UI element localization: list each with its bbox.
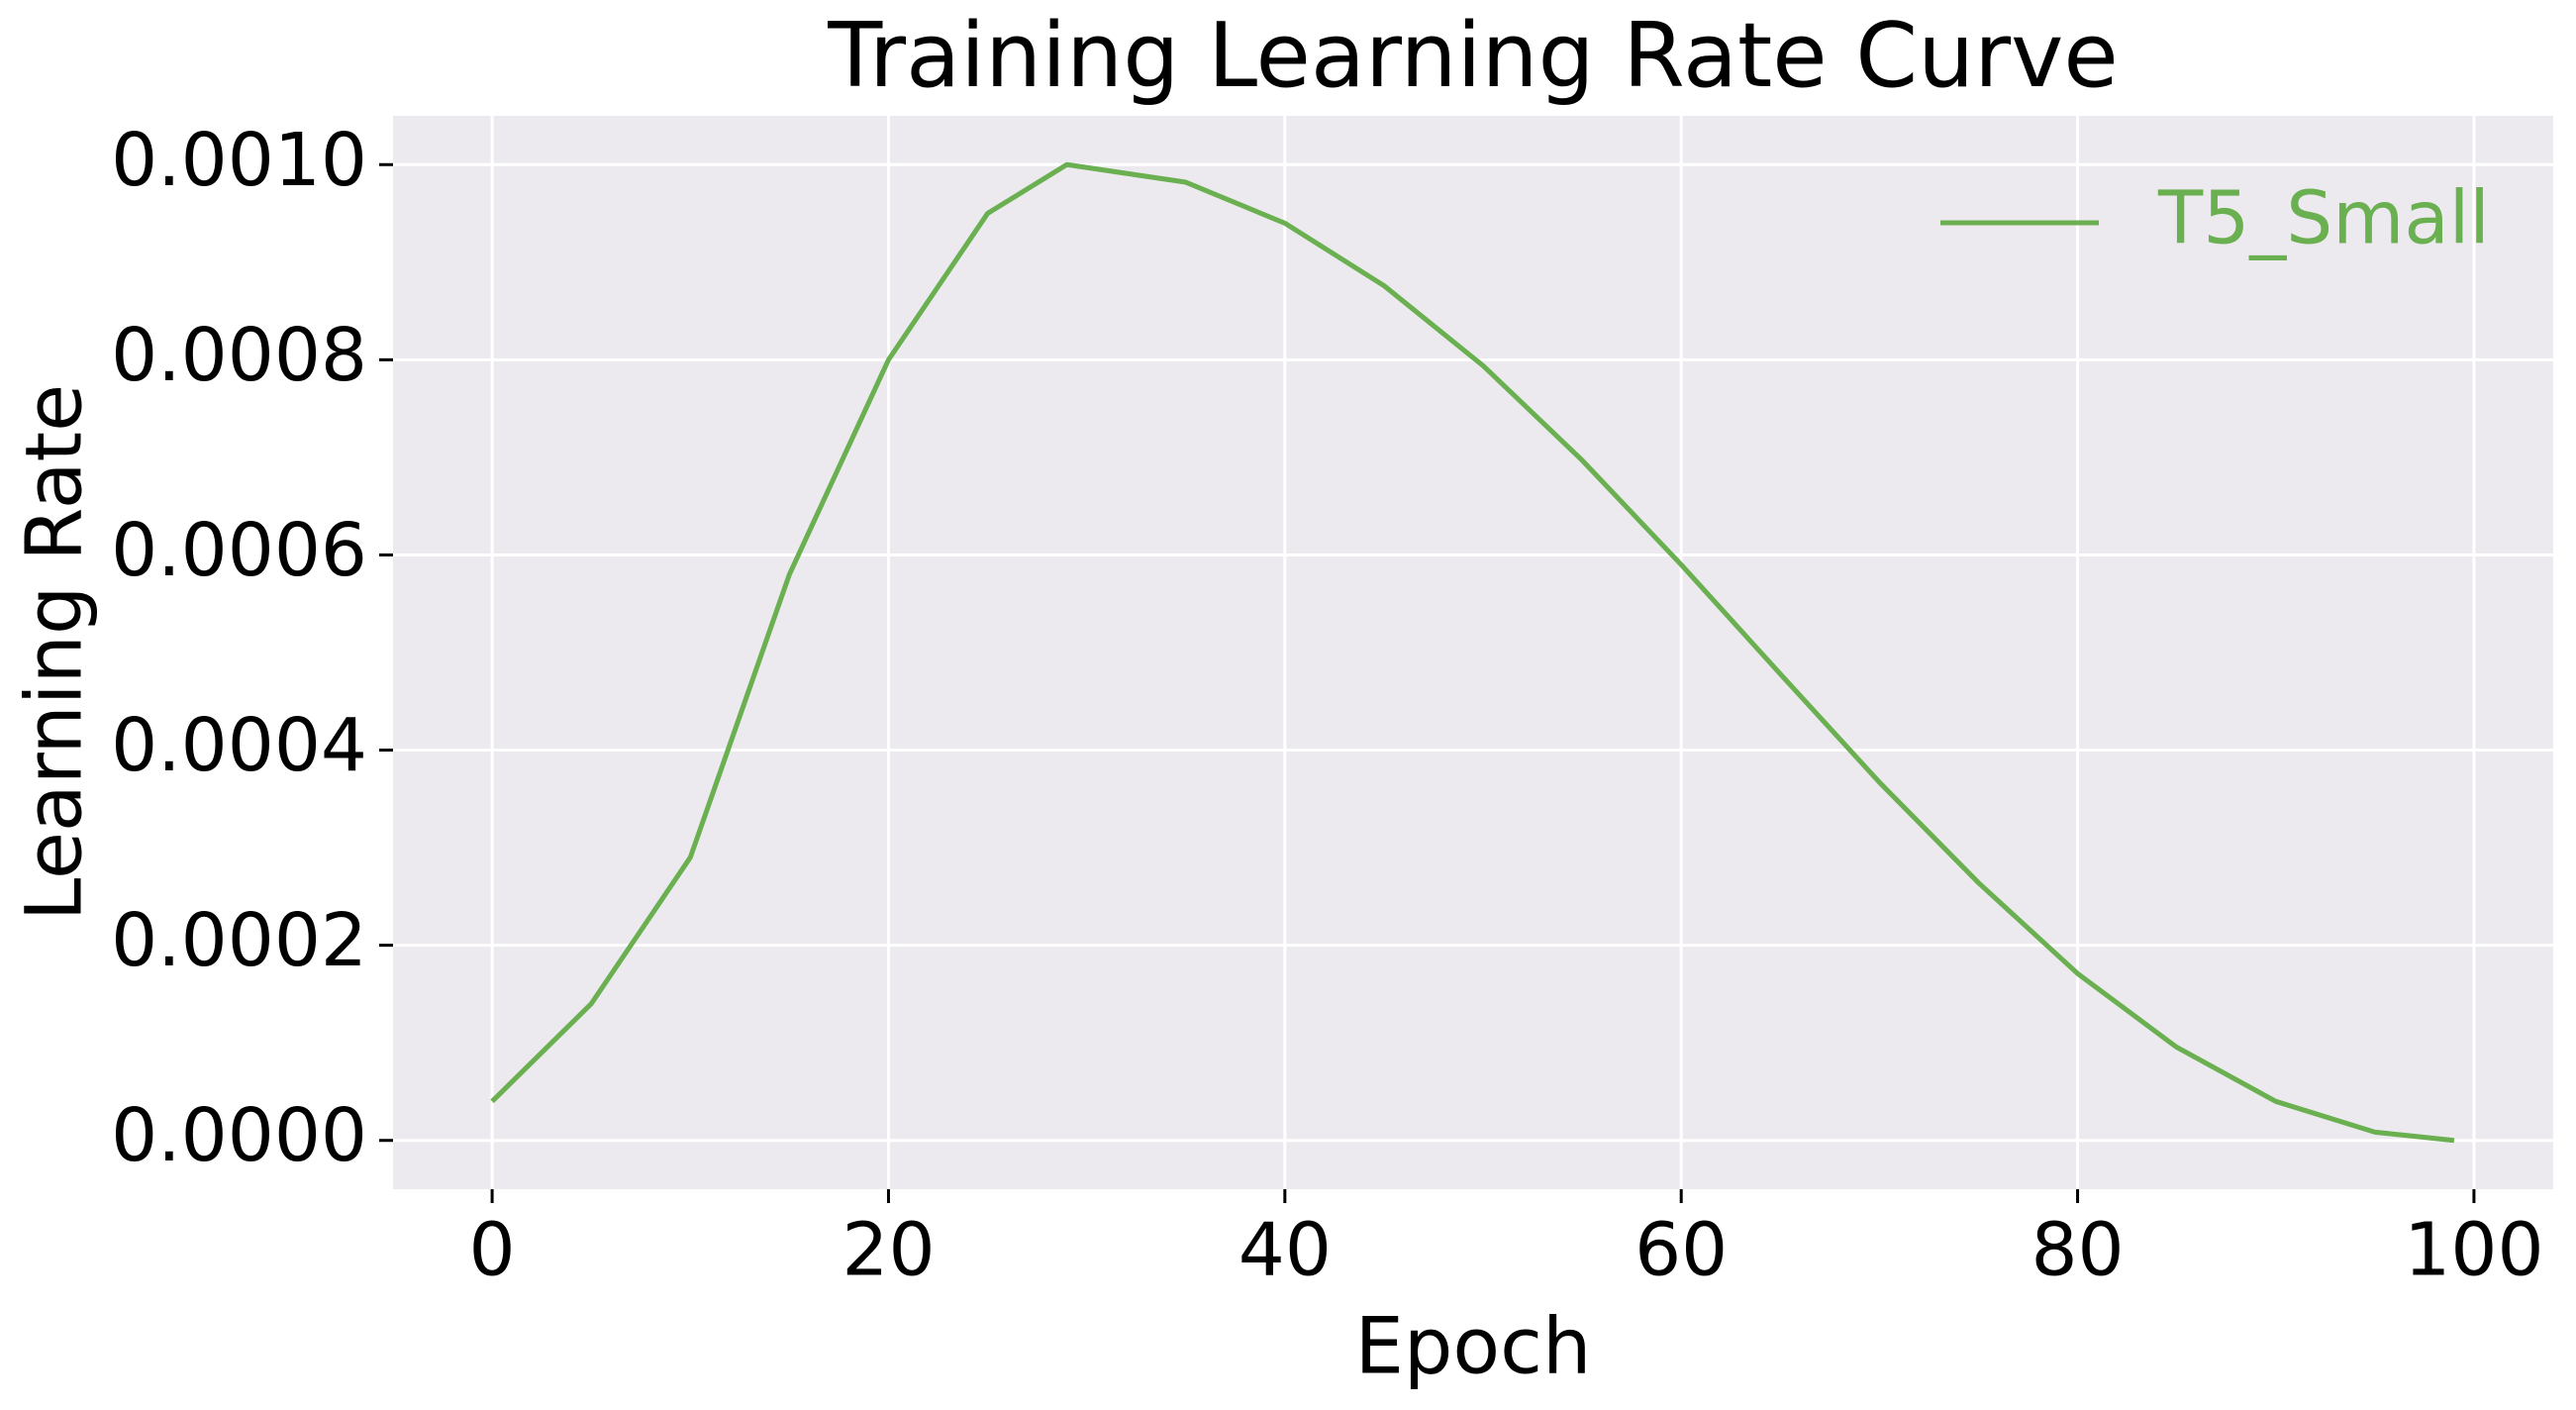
y-tick-label: 0.0010	[111, 118, 367, 203]
y-axis-label: Learning Rate	[10, 384, 99, 921]
y-tick-label: 0.0004	[111, 703, 367, 788]
y-tick-label: 0.0008	[111, 313, 367, 398]
y-tick-label: 0.0002	[111, 898, 367, 983]
chart-title: Training Learning Rate Curve	[827, 4, 2119, 108]
x-tick-label: 40	[1238, 1208, 1332, 1293]
x-tick-label: 0	[469, 1208, 516, 1293]
x-tick-label: 100	[2404, 1208, 2543, 1293]
plot-area	[393, 116, 2553, 1189]
x-tick-label: 60	[1635, 1208, 1728, 1293]
legend-label: T5_Small	[2157, 176, 2490, 261]
line	[490, 161, 2455, 1144]
y-tick-label: 0.0006	[111, 508, 367, 593]
x-axis-label: Epoch	[1355, 1302, 1592, 1391]
x-tick-label: 20	[842, 1208, 935, 1293]
x-tick-label: 80	[2031, 1208, 2124, 1293]
y-tick-label: 0.0000	[111, 1093, 367, 1178]
